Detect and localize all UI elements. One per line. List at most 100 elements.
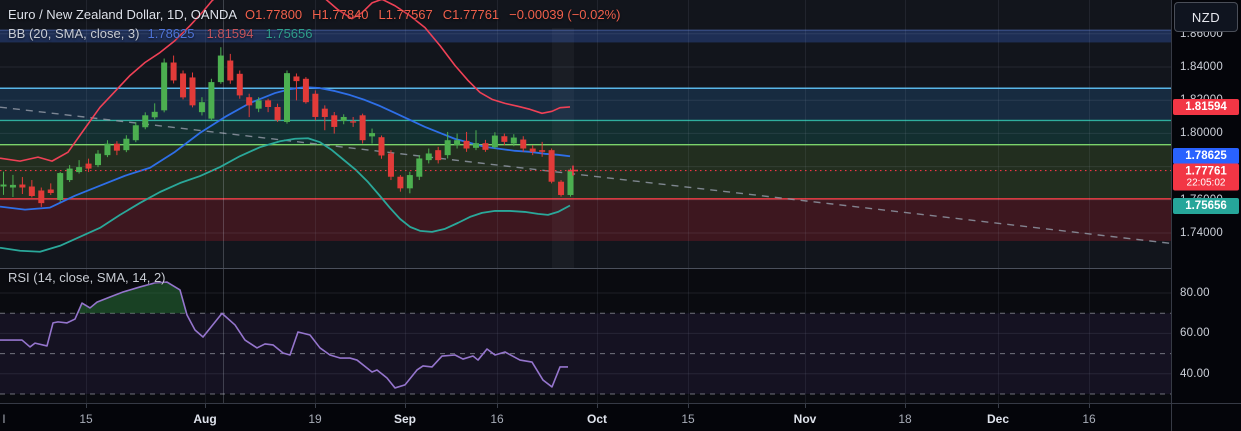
last-price-badge[interactable]: 1.77761 22:05:02 xyxy=(1173,163,1239,191)
rsi-axis-label: 60.00 xyxy=(1180,327,1210,340)
bb-legend-row[interactable]: BB (20, SMA, close, 3) 1.78625 1.81594 1.7… xyxy=(8,26,325,42)
candle xyxy=(76,167,83,173)
candle xyxy=(9,184,16,188)
price-axis-label: 1.84000 xyxy=(1180,61,1223,73)
candle xyxy=(217,55,224,83)
candle xyxy=(274,107,281,121)
time-axis-label: 16 xyxy=(1082,412,1096,426)
candle xyxy=(425,153,432,161)
time-axis-label: Nov xyxy=(793,412,817,426)
candle xyxy=(312,93,319,117)
axis-separator xyxy=(1171,0,1172,431)
ohlc-token: L1.77567 xyxy=(378,7,433,22)
ohlc-values: O1.77800 H1.77840 L1.77567 C1.77761 −0.00039… xyxy=(245,7,630,23)
ohlc-token: H1.77840 xyxy=(312,7,369,22)
candle xyxy=(198,102,205,113)
candle xyxy=(85,163,92,169)
candle xyxy=(463,140,470,149)
candle xyxy=(510,137,517,144)
bb-lower-badge[interactable]: 1.75656 xyxy=(1173,197,1239,214)
candle xyxy=(416,158,423,177)
candle xyxy=(151,111,158,118)
candle xyxy=(265,100,272,108)
symbol-legend-row[interactable]: Euro / New Zealand Dollar, 1D, OANDA O1.… xyxy=(8,7,630,23)
candle xyxy=(170,62,177,81)
rsi-axis-label: 40.00 xyxy=(1180,367,1210,380)
candle xyxy=(208,82,215,119)
candle xyxy=(113,143,120,151)
candle xyxy=(406,175,413,189)
candle xyxy=(284,73,290,122)
time-axis-label: 18 xyxy=(898,412,912,426)
time-axis[interactable]: l 15 Aug 19 Sep 16 Oct 15 Nov 18 Dec 16 xyxy=(0,403,1241,431)
candle xyxy=(57,173,64,200)
candle xyxy=(369,133,376,137)
candle xyxy=(246,97,253,106)
time-axis-label: Oct xyxy=(586,412,608,426)
candle xyxy=(397,176,404,189)
candle xyxy=(567,170,574,195)
candle xyxy=(293,76,300,82)
rsi-legend-row[interactable]: RSI (14, close, SMA, 14, 2) xyxy=(8,270,166,286)
time-axis-tick xyxy=(497,404,498,408)
bb-basis-badge[interactable]: 1.78625 xyxy=(1173,148,1239,165)
price-axis[interactable]: NZD 1.860001.840001.820001.800001.760001… xyxy=(1171,0,1241,403)
bb-upper-badge[interactable]: 1.81594 xyxy=(1173,98,1239,115)
candle xyxy=(142,115,149,128)
candle xyxy=(529,148,536,152)
candle xyxy=(501,136,508,142)
price-axis-label: 1.80000 xyxy=(1180,127,1223,140)
time-axis-label: l xyxy=(2,412,6,426)
candle xyxy=(444,140,451,156)
candle xyxy=(302,78,309,103)
time-axis-tick xyxy=(205,404,206,408)
time-axis-label: 15 xyxy=(79,412,93,426)
time-axis-tick xyxy=(597,404,598,408)
candle xyxy=(132,125,139,141)
time-axis-tick xyxy=(905,404,906,408)
quote-currency-tab[interactable]: NZD xyxy=(1174,2,1238,32)
candle xyxy=(454,140,461,146)
candle xyxy=(473,143,479,148)
ohlc-token: −0.00039 (−0.02%) xyxy=(509,7,621,22)
time-axis-label: Aug xyxy=(193,412,217,426)
bb-indicator-values: 1.78625 1.81594 1.75656 xyxy=(148,26,325,42)
rsi-indicator-label[interactable]: RSI (14, close, SMA, 14, 2) xyxy=(8,270,166,285)
candle xyxy=(0,184,7,187)
candle xyxy=(161,62,168,111)
candle xyxy=(378,137,385,156)
candle xyxy=(520,139,527,149)
bb-indicator-label[interactable]: BB (20, SMA, close, 3) xyxy=(8,26,140,41)
time-axis-label: 16 xyxy=(490,412,504,426)
candle xyxy=(539,150,546,152)
time-axis-label: 19 xyxy=(308,412,322,426)
time-axis-tick xyxy=(1089,404,1090,408)
candle xyxy=(558,181,565,195)
candle xyxy=(482,143,489,150)
bb-value: 1.81594 xyxy=(206,26,254,41)
candle xyxy=(236,73,243,96)
ohlc-token: C1.77761 xyxy=(442,7,500,22)
time-axis-tick xyxy=(688,404,689,408)
candle xyxy=(548,150,555,182)
bb-value: 1.78625 xyxy=(147,26,195,41)
chart-canvas[interactable]: Euro / New Zealand Dollar, 1D, OANDA O1.… xyxy=(0,0,1171,403)
candle xyxy=(321,108,328,117)
candle xyxy=(189,77,196,106)
time-axis-label: 15 xyxy=(681,412,695,426)
candle xyxy=(38,190,45,204)
candle xyxy=(66,168,73,181)
bb-value: 1.75656 xyxy=(265,26,313,41)
rsi-axis-label: 80.00 xyxy=(1180,287,1210,299)
candle xyxy=(19,184,26,188)
candle xyxy=(331,115,338,127)
candle xyxy=(28,186,35,196)
candle xyxy=(104,143,111,156)
candle xyxy=(435,150,442,161)
price-axis-label: 1.74000 xyxy=(1180,227,1223,239)
symbol-title[interactable]: Euro / New Zealand Dollar, 1D, OANDA xyxy=(8,7,238,22)
ohlc-token: O1.77800 xyxy=(245,7,303,22)
time-axis-tick xyxy=(998,404,999,408)
time-axis-tick xyxy=(405,404,406,408)
